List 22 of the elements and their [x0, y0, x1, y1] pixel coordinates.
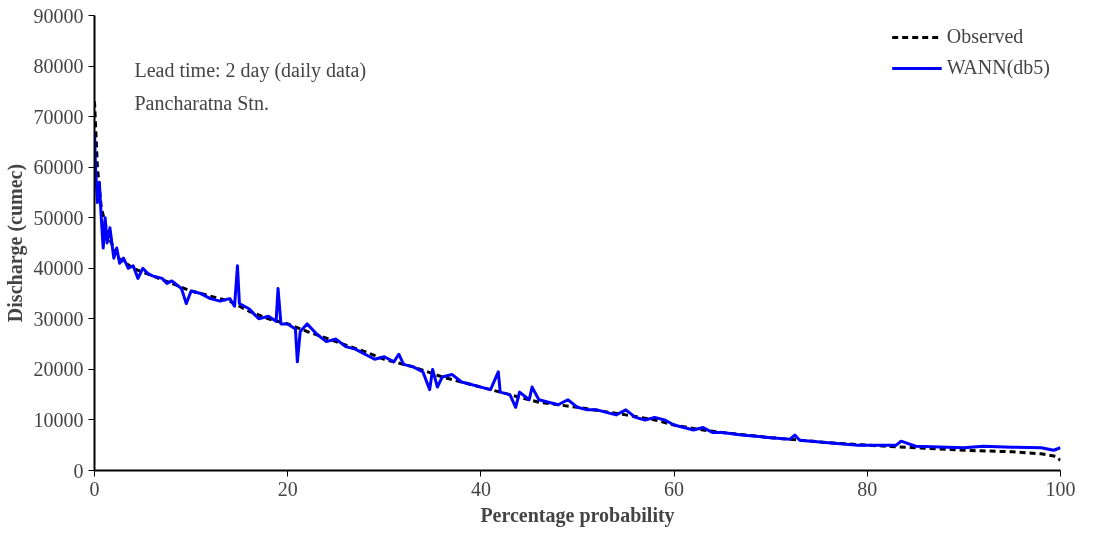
- annotation: Pancharatna Stn.: [134, 91, 269, 114]
- y-tick-label: 40000: [33, 257, 84, 280]
- y-axis-title: Discharge (cumec): [3, 163, 27, 323]
- x-tick-label: 80: [857, 477, 878, 500]
- x-tick-label: 100: [1045, 477, 1076, 500]
- y-tick-label: 20000: [33, 358, 84, 381]
- y-tick-label: 70000: [33, 105, 84, 128]
- x-tick-label: 20: [277, 477, 298, 500]
- y-tick-label: 10000: [33, 408, 84, 431]
- legend-label: Observed: [946, 25, 1024, 48]
- legend-label: WANN(db5): [946, 56, 1050, 79]
- x-tick-label: 0: [89, 477, 100, 500]
- y-tick-label: 90000: [33, 4, 84, 27]
- y-tick-label: 60000: [33, 156, 84, 179]
- y-tick-label: 30000: [33, 307, 84, 330]
- x-tick-label: 40: [470, 477, 491, 500]
- x-tick-label: 60: [664, 477, 685, 500]
- annotation: Lead time: 2 day (daily data): [134, 58, 367, 82]
- y-tick-label: 80000: [33, 55, 84, 78]
- x-axis-title: Percentage probability: [480, 503, 675, 527]
- y-tick-label: 50000: [33, 206, 84, 229]
- y-tick-label: 0: [73, 459, 84, 482]
